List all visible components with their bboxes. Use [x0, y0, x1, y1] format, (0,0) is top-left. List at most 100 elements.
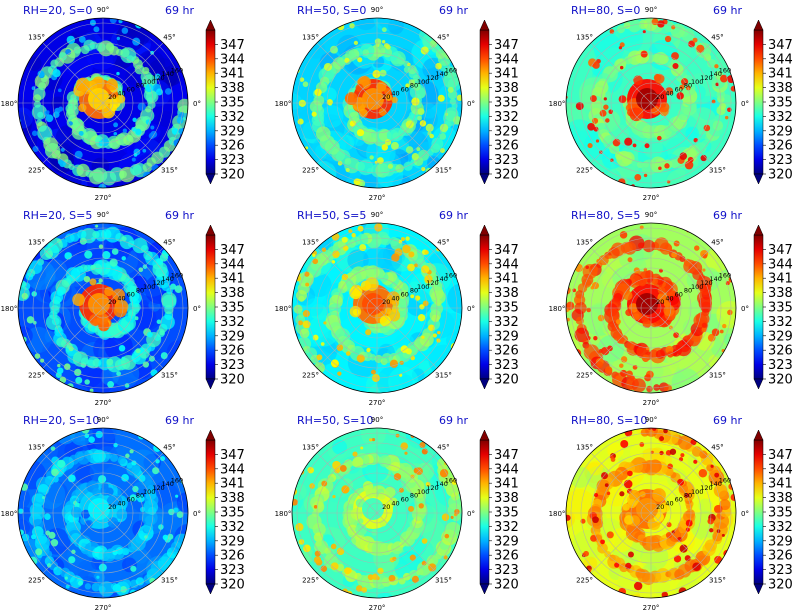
colorbar-tick-label: 332	[494, 520, 519, 535]
spiral-band-cell	[631, 159, 638, 167]
panel-3: RH=80, S=0 69 hr 20 40 60 80 100 120 140 160 0° 45°…	[548, 0, 793, 202]
convective-cell	[673, 332, 679, 338]
convective-cell	[405, 146, 414, 154]
grid-spoke	[102, 452, 164, 514]
convective-cell	[159, 330, 165, 336]
convective-cell	[411, 575, 419, 583]
spiral-band-cell	[642, 239, 656, 253]
core-edge-cell	[76, 77, 90, 92]
colorbar-tick-label: 332	[494, 315, 519, 330]
colorbar-tick-label: 347	[220, 448, 245, 463]
convective-cell	[381, 27, 387, 33]
convective-cell	[330, 543, 337, 550]
field-blob	[671, 368, 701, 393]
core-edge-cell	[379, 519, 387, 527]
spiral-band-cell	[18, 286, 30, 302]
convective-cell	[307, 466, 314, 474]
panel-2: RH=50, S=0 69 hr 20 40 60 80 100 120 140 160 0° 45°…	[274, 0, 534, 202]
spiral-band-cell	[121, 547, 130, 556]
convective-cell	[168, 508, 175, 516]
angle-tick-label: 45°	[163, 444, 175, 452]
convective-cell	[700, 154, 707, 162]
angle-tick-label: 135°	[302, 444, 319, 452]
angle-tick-label: 225°	[576, 371, 593, 379]
angle-tick-label: 90°	[371, 211, 383, 219]
convective-cell	[89, 19, 96, 26]
spiral-band-cell	[403, 66, 411, 73]
convective-cell	[439, 148, 446, 154]
convective-cell	[657, 135, 662, 141]
radial-tick-label: 20	[108, 503, 116, 511]
convective-cell	[672, 62, 679, 70]
radial-tick-label: 60	[127, 86, 135, 94]
angle-tick-label: 0°	[467, 510, 475, 518]
radial-tick-label: 140	[709, 480, 721, 488]
panel-title: RH=80, S=5	[571, 209, 641, 222]
angle-tick-label: 180°	[275, 510, 292, 518]
panel-title: RH=80, S=10	[571, 414, 648, 427]
spiral-band-cell	[439, 133, 447, 140]
convective-cell	[313, 556, 322, 564]
convective-cell	[643, 173, 648, 178]
convective-cell	[421, 560, 427, 566]
radial-tick-label: 100	[143, 283, 155, 291]
grid-spoke	[376, 307, 438, 369]
panel-title: RH=20, S=0	[23, 4, 93, 17]
colorbar-tick-label: 326	[768, 549, 793, 564]
convective-cell	[420, 46, 429, 55]
colorbar-tick-label: 347	[494, 448, 519, 463]
convective-cell	[418, 503, 424, 509]
convective-cell	[32, 145, 39, 153]
colorbar-tick-label: 326	[220, 139, 245, 154]
convective-cell	[603, 97, 607, 101]
polar-grid	[292, 223, 462, 393]
convective-cell	[645, 270, 654, 279]
grid-spoke	[316, 247, 378, 309]
convective-cell	[116, 71, 120, 76]
colorbar-bar	[753, 29, 764, 175]
grid-spoke	[102, 247, 164, 309]
field-blob	[685, 126, 699, 141]
colorbar-tick-label: 329	[494, 329, 519, 344]
convective-cell	[292, 487, 298, 496]
spiral-band-cell	[298, 295, 305, 302]
convective-cell	[311, 111, 317, 117]
convective-cell	[445, 112, 449, 116]
colorbar-tick-label: 326	[494, 549, 519, 564]
spiral-band-cell	[706, 58, 717, 68]
convective-cell	[21, 292, 28, 300]
polar-grid	[566, 428, 736, 598]
angle-tick-label: 180°	[275, 305, 292, 313]
polar-grid	[292, 18, 462, 188]
convective-cell	[600, 539, 605, 545]
angle-tick-label: 270°	[369, 399, 386, 407]
radial-tick-label: 60	[675, 496, 683, 504]
core-edge-cell	[104, 286, 114, 297]
colorbar-tick-label: 335	[220, 96, 245, 111]
convective-cell	[425, 123, 434, 132]
angle-tick-label: 315°	[709, 166, 726, 174]
field-blob	[18, 107, 33, 129]
convective-cell	[388, 574, 396, 582]
convective-cell	[671, 52, 679, 60]
angle-tick-label: 270°	[369, 604, 386, 612]
convective-cell	[424, 250, 429, 255]
core-edge-cell	[385, 94, 393, 101]
spiral-band-cell	[132, 237, 148, 254]
angle-tick-label: 0°	[741, 100, 749, 108]
convective-cell	[669, 448, 677, 455]
colorbar-tick-label: 320	[220, 578, 245, 593]
colorbar-tick-label: 344	[220, 462, 245, 477]
convective-cell	[595, 139, 600, 143]
angle-tick-label: 135°	[576, 34, 593, 42]
convective-cell	[721, 533, 725, 537]
panel-6: RH=80, S=5 69 hr 20 40 60 80 100 120 140 160 0° 45°…	[548, 205, 793, 407]
colorbar-tick-label: 344	[768, 52, 793, 67]
convective-cell	[370, 369, 376, 375]
convective-cell	[404, 451, 408, 455]
colorbar-extend-min	[479, 378, 490, 390]
spiral-band-cell	[145, 489, 157, 501]
